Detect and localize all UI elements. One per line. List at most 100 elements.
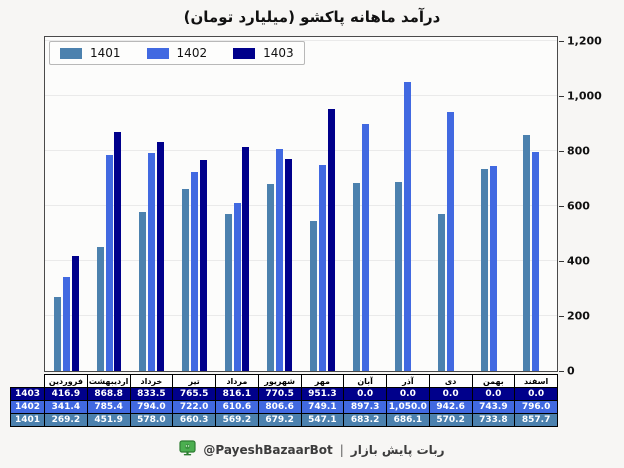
row-label-1401: 1401 bbox=[10, 413, 45, 427]
gridline bbox=[45, 315, 557, 316]
bar-1401-month-4 bbox=[182, 189, 190, 371]
table-cell: 722.0 bbox=[172, 400, 216, 414]
month-header-cell: آذر bbox=[386, 374, 430, 388]
bar-1401-month-3 bbox=[139, 212, 147, 371]
bot-handle: @PayeshBazaarBot bbox=[203, 442, 333, 457]
table-cell: 770.5 bbox=[257, 387, 302, 401]
table-cell: 806.6 bbox=[257, 400, 302, 414]
legend-item-1401: 1401 bbox=[60, 46, 121, 60]
y-axis-tick-label: 0 bbox=[567, 364, 575, 378]
bar-1401-month-5 bbox=[224, 214, 232, 371]
legend-label: 1402 bbox=[176, 46, 208, 60]
table-cell: 897.3 bbox=[343, 400, 387, 414]
legend-swatch-1403 bbox=[233, 47, 256, 59]
table-cell: 547.1 bbox=[300, 413, 345, 427]
table-cell: 0.0 bbox=[428, 387, 473, 401]
table-cell: 341.4 bbox=[44, 400, 88, 414]
plot-area: 1401 1402 1403 bbox=[44, 36, 558, 372]
table-cell: 833.5 bbox=[129, 387, 174, 401]
y-axis-tick-label: 600 bbox=[567, 199, 590, 213]
month-header-cell: مهر bbox=[300, 374, 345, 388]
gridline bbox=[45, 260, 557, 261]
bar-1402-month-8 bbox=[361, 124, 369, 371]
table-cell: 683.2 bbox=[343, 413, 387, 427]
table-cell: 733.8 bbox=[471, 413, 516, 427]
table-cell: 578.0 bbox=[129, 413, 174, 427]
y-axis-tick-label: 400 bbox=[567, 254, 590, 268]
gridline bbox=[45, 205, 557, 206]
bar-1402-month-5 bbox=[233, 203, 241, 371]
table-cell: 785.4 bbox=[86, 400, 131, 414]
bar-1401-month-7 bbox=[310, 221, 318, 371]
y-axis-tick bbox=[559, 315, 564, 317]
month-header-cell: تیر bbox=[172, 374, 216, 388]
bar-1402-month-2 bbox=[105, 155, 113, 371]
table-cell: 796.0 bbox=[514, 400, 558, 414]
table-cell: 0.0 bbox=[386, 387, 430, 401]
y-axis-tick bbox=[559, 260, 564, 262]
bar-1402-month-11 bbox=[489, 166, 497, 371]
table-cell: 416.9 bbox=[44, 387, 88, 401]
chart-title: درآمد ماهانه پاکشو (میلیارد تومان) bbox=[183, 8, 441, 26]
table-cell: 269.2 bbox=[44, 413, 88, 427]
bar-1403-month-6 bbox=[284, 159, 292, 371]
y-axis-tick bbox=[559, 150, 564, 152]
bar-1402-month-1 bbox=[62, 277, 70, 371]
bar-1402-month-3 bbox=[148, 153, 156, 371]
bar-1401-month-10 bbox=[438, 214, 446, 371]
bar-1402-month-9 bbox=[404, 82, 412, 371]
month-header-cell: اردیبهشت bbox=[86, 374, 131, 388]
legend-item-1402: 1402 bbox=[146, 46, 208, 60]
footer: @PayeshBazaarBot | ربات پایش بازار bbox=[0, 440, 624, 459]
table-cell: 570.2 bbox=[428, 413, 473, 427]
table-cell: 749.1 bbox=[300, 400, 345, 414]
bar-1401-month-11 bbox=[480, 169, 488, 371]
y-axis-tick bbox=[559, 370, 564, 372]
table-cell: 0.0 bbox=[471, 387, 516, 401]
month-header-cell: اسفند bbox=[514, 374, 558, 388]
legend-item-1403: 1403 bbox=[233, 46, 294, 60]
bar-1402-month-4 bbox=[190, 172, 198, 371]
table-cell: 868.8 bbox=[86, 387, 131, 401]
month-header-cell: آبان bbox=[343, 374, 387, 388]
bar-1402-month-7 bbox=[318, 165, 326, 371]
table-cell: 743.9 bbox=[471, 400, 516, 414]
table-cell: 0.0 bbox=[514, 387, 558, 401]
bar-1402-month-6 bbox=[276, 149, 284, 371]
footer-separator: | bbox=[339, 442, 344, 457]
bar-1401-month-12 bbox=[523, 135, 531, 371]
month-header-cell: بهمن bbox=[471, 374, 516, 388]
month-header-cell: خرداد bbox=[129, 374, 174, 388]
gridline bbox=[45, 150, 557, 151]
table-cell: 686.1 bbox=[386, 413, 430, 427]
bar-1402-month-10 bbox=[446, 112, 454, 371]
table-cell: 765.5 bbox=[172, 387, 216, 401]
month-header-cell: فروردین bbox=[44, 374, 88, 388]
bar-1403-month-4 bbox=[199, 160, 207, 371]
y-axis-tick bbox=[559, 205, 564, 207]
table-row-1403: 416.9 868.8 833.5 765.5 816.1 770.5 951.3 0.0 0.… bbox=[44, 387, 558, 401]
y-axis-tick-label: 1,000 bbox=[567, 89, 602, 103]
bar-1401-month-8 bbox=[352, 183, 360, 371]
table-cell: 679.2 bbox=[257, 413, 302, 427]
y-axis-tick bbox=[559, 95, 564, 97]
bar-1403-month-7 bbox=[327, 109, 335, 371]
bar-1403-month-5 bbox=[242, 147, 250, 371]
legend-swatch-1401 bbox=[60, 47, 82, 59]
gridline bbox=[45, 40, 557, 41]
table-cell: 660.3 bbox=[172, 413, 216, 427]
row-label-1403: 1403 bbox=[10, 387, 45, 401]
table-cell: 0.0 bbox=[343, 387, 387, 401]
row-label-1402: 1402 bbox=[10, 400, 45, 414]
table-cell: 942.6 bbox=[428, 400, 473, 414]
bar-1403-month-1 bbox=[71, 256, 79, 371]
legend-label: 1401 bbox=[90, 46, 121, 60]
table-cell: 569.2 bbox=[215, 413, 259, 427]
gridline bbox=[45, 95, 557, 96]
y-axis-tick-label: 200 bbox=[567, 309, 590, 323]
table-row-1402: 341.4 785.4 794.0 722.0 610.6 806.6 749.1 897.3… bbox=[44, 400, 558, 414]
table-cell: 451.9 bbox=[86, 413, 131, 427]
green-monitor-icon bbox=[179, 440, 197, 459]
month-header-cell: شهریور bbox=[257, 374, 302, 388]
